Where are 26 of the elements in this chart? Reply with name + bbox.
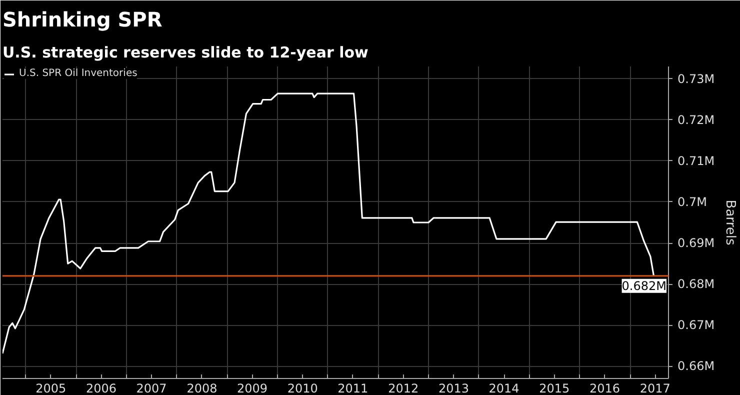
x-tick-label: 2016 [590, 382, 620, 395]
y-tick-label: 0.71M [678, 154, 715, 168]
x-tick-label: 2014 [488, 382, 520, 395]
x-tick-label: 2007 [136, 382, 167, 395]
x-tick-label: 2005 [36, 382, 66, 395]
y-tick-label: 0.73M [678, 72, 715, 86]
y-tick-label: 0.72M [678, 112, 715, 127]
x-tick-label: 2008 [186, 382, 218, 395]
chart-subtitle: U.S. strategic reserves slide to 12-year low [2, 44, 369, 62]
x-tick-label: 2012 [388, 382, 419, 395]
y-tick-label: 0.69M [678, 236, 715, 250]
chart-title: Shrinking SPR [2, 8, 162, 32]
x-tick-label: 2009 [237, 382, 268, 395]
x-tick-label: 2015 [539, 382, 570, 395]
ref-line-label: 0.682M [622, 278, 667, 293]
y-tick-label: 0.68M [678, 277, 715, 292]
legend-label: U.S. SPR Oil Inventories [19, 68, 138, 79]
x-tick-label: 2010 [287, 382, 318, 395]
x-tick-label: 2017 [640, 382, 670, 395]
x-tick-label: 2011 [338, 382, 368, 395]
x-tick-label: 2006 [86, 382, 116, 395]
x-tick-label: 2013 [438, 382, 469, 395]
y-tick-label: 0.67M [678, 318, 715, 332]
y-tick-label: 0.66M [678, 359, 715, 374]
y-tick-label: 0.7M [678, 194, 707, 209]
y-axis-title: Barrels [722, 200, 738, 246]
